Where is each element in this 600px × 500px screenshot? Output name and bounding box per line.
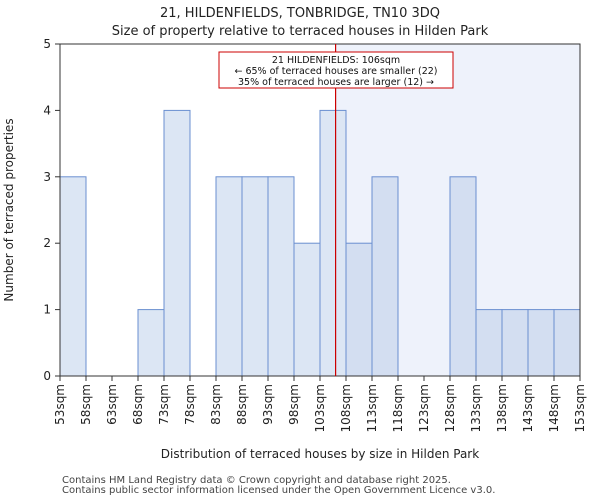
y-tick-label: 2 [43,236,51,250]
x-tick-label: 123sqm [417,384,431,432]
x-tick-label: 143sqm [521,384,535,432]
x-tick-label: 133sqm [469,384,483,432]
footer-attribution-2: Contains public sector information licen… [62,485,496,496]
histogram-bar [345,242,373,377]
x-tick-label: 108sqm [339,384,353,432]
histogram-bar [553,309,581,377]
x-tick-label: 78sqm [183,384,197,425]
x-tick-label: 53sqm [53,384,67,425]
y-axis-label: Number of terraced properties [2,118,16,301]
histogram-bar [137,309,165,377]
histogram-bar [475,309,503,377]
chart-subtitle: Size of property relative to terraced ho… [111,24,489,39]
annotation-line: ← 65% of terraced houses are smaller (22… [234,66,437,77]
histogram-bar [293,242,321,377]
annotation-line: 35% of terraced houses are larger (12) → [238,77,434,88]
histogram-bar [449,176,477,377]
annotation-box [218,51,454,89]
histogram-bar [267,176,295,377]
x-tick-label: 148sqm [547,384,561,432]
histogram-bar [371,176,399,377]
x-tick-label: 83sqm [209,384,223,425]
x-axis-label: Distribution of terraced houses by size … [161,447,479,461]
x-tick-label: 58sqm [79,384,93,425]
x-tick-label: 153sqm [573,384,587,432]
x-tick-label: 98sqm [287,384,301,425]
y-tick-label: 0 [43,369,51,383]
histogram-bar [59,176,87,377]
annotation-line: 21 HILDENFIELDS: 106sqm [272,55,400,66]
x-tick-label: 118sqm [391,384,405,432]
histogram-bar [163,109,191,377]
x-tick-label: 63sqm [105,384,119,425]
x-tick-label: 113sqm [365,384,379,432]
y-tick-label: 3 [43,170,51,184]
x-tick-label: 68sqm [131,384,145,425]
histogram-bar [241,176,269,377]
histogram-bar [527,309,555,377]
x-tick-label: 88sqm [235,384,249,425]
histogram-bar [215,176,243,377]
footer-attribution-1: Contains HM Land Registry data © Crown c… [62,475,451,486]
x-tick-label: 128sqm [443,384,457,432]
y-tick-label: 1 [43,303,51,317]
x-tick-label: 138sqm [495,384,509,432]
x-tick-label: 73sqm [157,384,171,425]
chart-title: 21, HILDENFIELDS, TONBRIDGE, TN10 3DQ [159,6,440,21]
x-tick-label: 103sqm [313,384,327,432]
histogram-bar [319,109,347,377]
x-tick-label: 93sqm [261,384,275,425]
y-tick-label: 4 [43,103,51,117]
y-tick-label: 5 [43,37,51,51]
histogram-bar [501,309,529,377]
